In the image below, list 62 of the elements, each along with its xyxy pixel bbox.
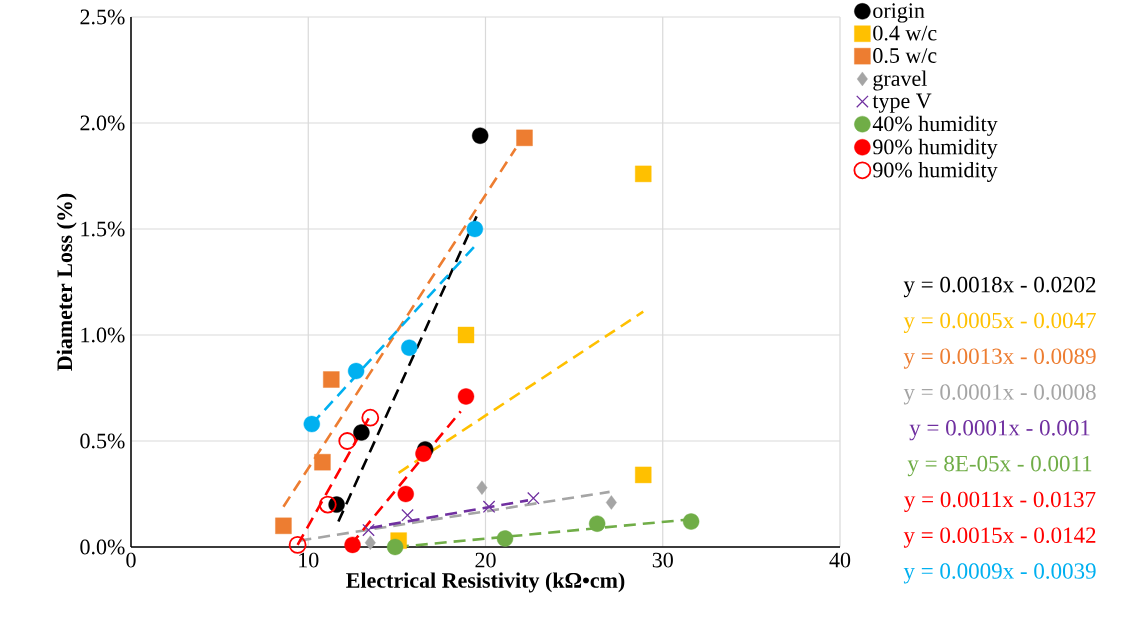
text: y = 0.0011x - 0.0137 [904, 491, 1096, 512]
point [364, 535, 376, 550]
legend-label: 90% humidity [873, 161, 998, 182]
text: y = 0.0005x - 0.0047 [903, 312, 1096, 333]
point [318, 495, 337, 514]
text: y = 0.0001x - 0.001 [909, 420, 1090, 441]
point [347, 362, 365, 380]
y-tick-label: 1.5% [81, 221, 125, 237]
point [361, 408, 380, 427]
legend-label: 40% humidity [872, 115, 998, 136]
point [353, 424, 370, 441]
x-tick-label: 30 [652, 552, 673, 568]
point [397, 485, 414, 503]
point [401, 339, 418, 356]
point [457, 326, 475, 344]
y-axis-title: Diameter Loss (%) [56, 193, 77, 371]
point [466, 220, 484, 238]
text: y = 0.0015x - 0.0142 [903, 527, 1096, 548]
point [527, 491, 540, 505]
point [482, 500, 496, 514]
legend-label: 90% humidity [873, 138, 998, 159]
point [344, 536, 361, 554]
point [635, 466, 652, 484]
legend-label: origin [873, 3, 925, 23]
point [323, 371, 340, 388]
point [457, 388, 475, 405]
point [635, 165, 652, 183]
point [338, 432, 357, 450]
point [588, 515, 606, 532]
text: y = 8E-05x - 0.0011 [907, 455, 1092, 477]
point [386, 538, 404, 556]
legend-label: 0.4 w/c [873, 25, 937, 41]
point [303, 415, 320, 433]
point [682, 513, 700, 530]
text: y = 0.0013x - 0.0089 [903, 348, 1096, 369]
point [471, 127, 489, 144]
point [401, 508, 414, 522]
point [476, 480, 488, 495]
x-tick-label: 40 [829, 552, 851, 568]
x-tick-label: 10 [299, 552, 319, 568]
y-tick-label: 0.0% [80, 539, 125, 555]
x-axis-title: Electrical Resistivity (kΩ•cm) [346, 572, 625, 593]
legend-label: type V [872, 93, 932, 113]
point [516, 129, 533, 147]
y-tick-label: 2.0% [80, 115, 125, 131]
point [275, 517, 292, 534]
text: y = 0.0009x - 0.0039 [903, 563, 1096, 584]
y-tick-label: 1.0% [81, 327, 125, 343]
legend-label: 0.5 w/c [873, 48, 937, 64]
point [314, 454, 331, 471]
legend-label: gravel [873, 70, 927, 91]
y-tick-label: 0.5% [80, 433, 125, 449]
text: y = 0.0018x - 0.0202 [903, 276, 1096, 298]
point [288, 535, 307, 554]
x-tick-label: 20 [475, 552, 496, 568]
point [362, 523, 375, 537]
y-tick-label: 2.5% [80, 9, 125, 25]
point [415, 445, 432, 462]
x-tick-label: 0 [126, 552, 136, 568]
text: y = 0.0001x - 0.0008 [903, 384, 1096, 405]
point [496, 530, 514, 547]
point [605, 495, 617, 510]
